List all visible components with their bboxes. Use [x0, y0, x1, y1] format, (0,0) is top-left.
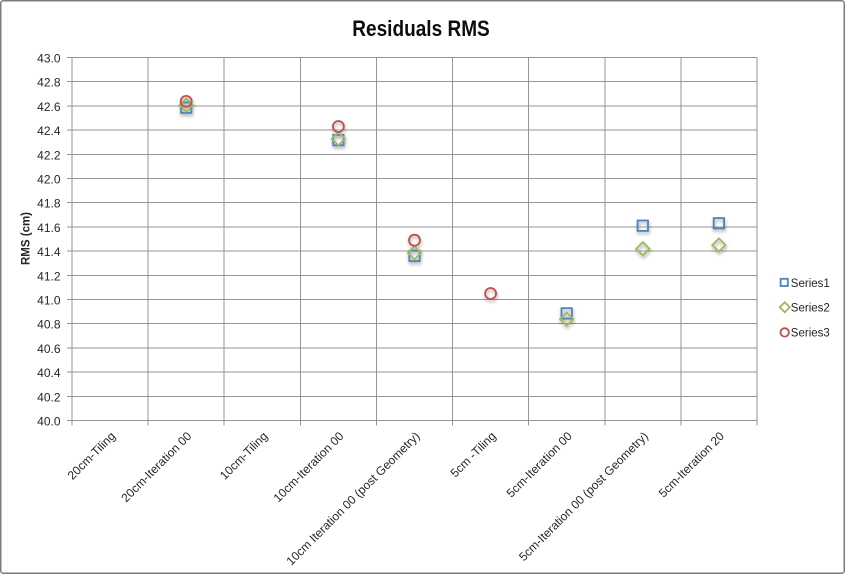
svg-text:42.4: 42.4 [37, 124, 61, 138]
svg-text:42.6: 42.6 [37, 100, 61, 114]
svg-text:40.2: 40.2 [37, 390, 61, 404]
svg-text:40.0: 40.0 [37, 415, 61, 429]
svg-text:40.6: 40.6 [37, 342, 61, 356]
svg-text:41.2: 41.2 [37, 269, 61, 283]
svg-text:41.0: 41.0 [37, 294, 61, 308]
svg-text:42.8: 42.8 [37, 76, 61, 90]
svg-text:Series1: Series1 [791, 278, 830, 290]
svg-text:41.6: 41.6 [37, 221, 61, 235]
svg-text:Series2: Series2 [791, 303, 830, 315]
svg-text:41.8: 41.8 [37, 197, 61, 211]
svg-text:40.8: 40.8 [37, 318, 61, 332]
svg-text:42.2: 42.2 [37, 148, 61, 162]
svg-text:43.0: 43.0 [37, 52, 61, 66]
svg-text:RMS (cm): RMS (cm) [21, 212, 33, 265]
svg-text:Series3: Series3 [791, 328, 830, 340]
svg-text:41.4: 41.4 [37, 245, 61, 259]
svg-text:40.4: 40.4 [37, 366, 61, 380]
svg-text:Residuals RMS: Residuals RMS [352, 16, 490, 41]
svg-text:42.0: 42.0 [37, 173, 61, 187]
